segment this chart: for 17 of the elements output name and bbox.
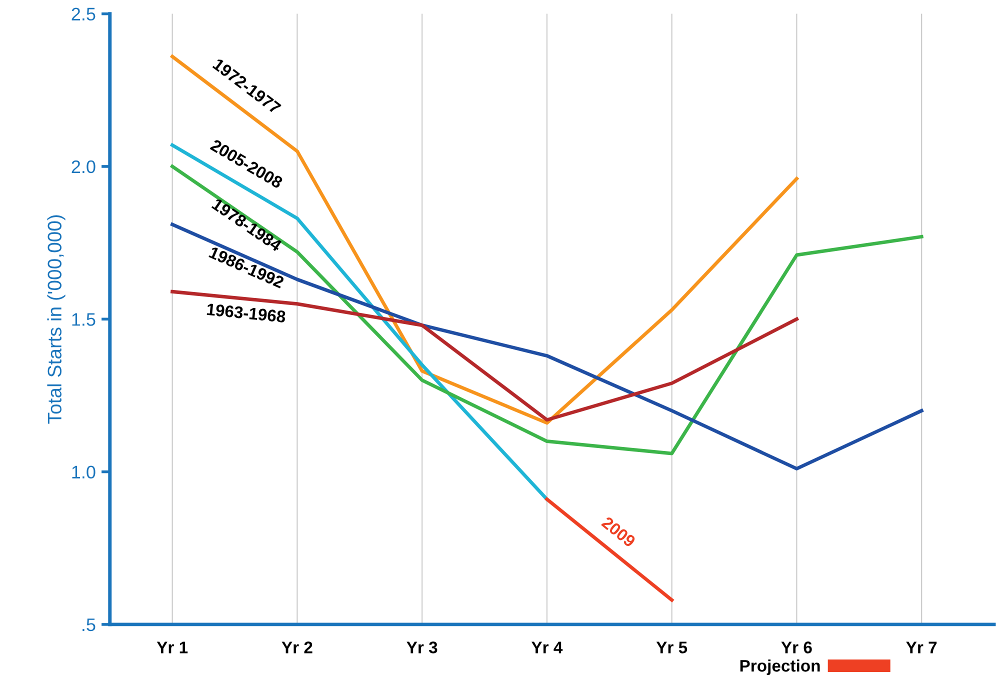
line-series <box>170 290 798 422</box>
text: 1963-1968 <box>206 303 286 323</box>
x-tick-label: Yr 1 <box>156 642 188 654</box>
y-axis-title: Total Starts in ('000,000) <box>47 215 66 424</box>
x-tick-label: Yr 5 <box>656 642 688 654</box>
legend-label: Projection <box>740 659 820 675</box>
y-tick-label: 1.0 <box>72 466 96 479</box>
x-tick-label: Yr 7 <box>906 642 937 654</box>
x-tick-label: Yr 6 <box>781 642 812 654</box>
x-tick-label: Yr 3 <box>406 642 438 654</box>
x-tick-label: Yr 4 <box>531 642 563 654</box>
line-series <box>170 54 798 425</box>
y-tick-label: 2.5 <box>72 8 96 21</box>
x-tick-label: Yr 2 <box>282 642 312 654</box>
y-tick-label: 1.5 <box>72 313 96 326</box>
y-tick-label: 2.0 <box>72 160 96 174</box>
y-tick-label: .5 <box>82 618 96 632</box>
